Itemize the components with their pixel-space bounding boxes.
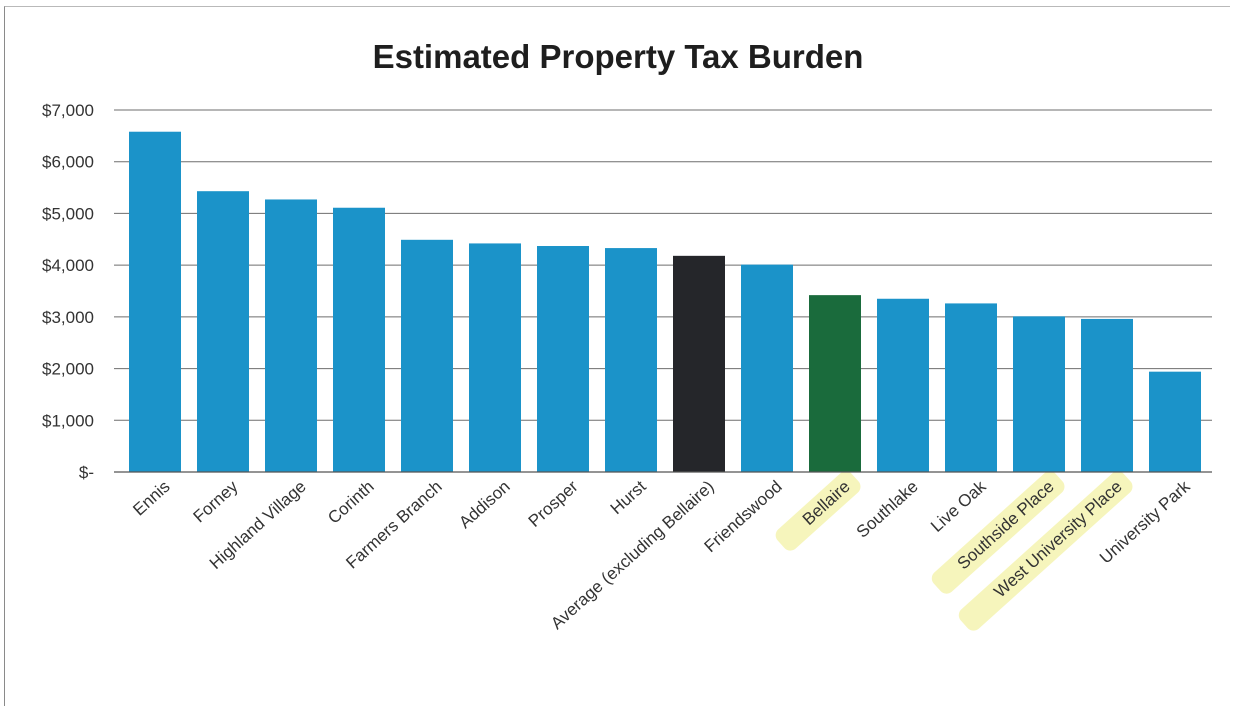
x-tick-label: Addison <box>455 477 513 532</box>
y-tick-label: $4,000 <box>42 256 94 275</box>
bar <box>1081 318 1133 472</box>
label-highlight <box>931 471 1065 594</box>
y-tick-label: $7,000 <box>42 101 94 120</box>
x-tick-label: Hurst <box>607 477 650 518</box>
x-tick-label: Corinth <box>324 477 377 528</box>
bar <box>1149 371 1201 472</box>
bar <box>469 243 521 472</box>
label-highlight <box>775 471 861 551</box>
y-tick-label: $1,000 <box>42 411 94 430</box>
bar <box>741 264 793 472</box>
chart-frame <box>4 6 1230 706</box>
x-tick-label: Ennis <box>129 477 173 520</box>
bar <box>945 303 997 472</box>
bar <box>129 131 181 472</box>
x-tick-label: Prosper <box>525 477 582 531</box>
y-tick-label: $6,000 <box>42 153 94 172</box>
bar <box>537 246 589 472</box>
bar <box>673 255 725 472</box>
y-axis-ticks: $- $1,000 $2,000 $3,000 $4,000 $5,000 $6,000 $7… <box>42 101 94 482</box>
y-tick-label: $- <box>79 463 94 482</box>
label-highlight <box>958 471 1133 631</box>
y-tick-label: $5,000 <box>42 204 94 223</box>
bar <box>877 298 929 472</box>
y-tick-label: $3,000 <box>42 308 94 327</box>
x-tick-label: Forney <box>190 477 242 527</box>
bar <box>265 199 317 473</box>
x-tick-label: Live Oak <box>927 477 990 536</box>
bar <box>809 295 861 472</box>
bars <box>129 131 1201 473</box>
bar <box>1013 316 1065 472</box>
y-tick-label: $2,000 <box>42 360 94 379</box>
bar <box>333 207 385 473</box>
bar <box>401 239 453 472</box>
bar <box>197 191 249 473</box>
x-tick-label: Southlake <box>853 477 922 542</box>
chart-title: Estimated Property Tax Burden <box>373 38 864 75</box>
label-highlights <box>775 471 1133 631</box>
bar <box>605 248 657 472</box>
